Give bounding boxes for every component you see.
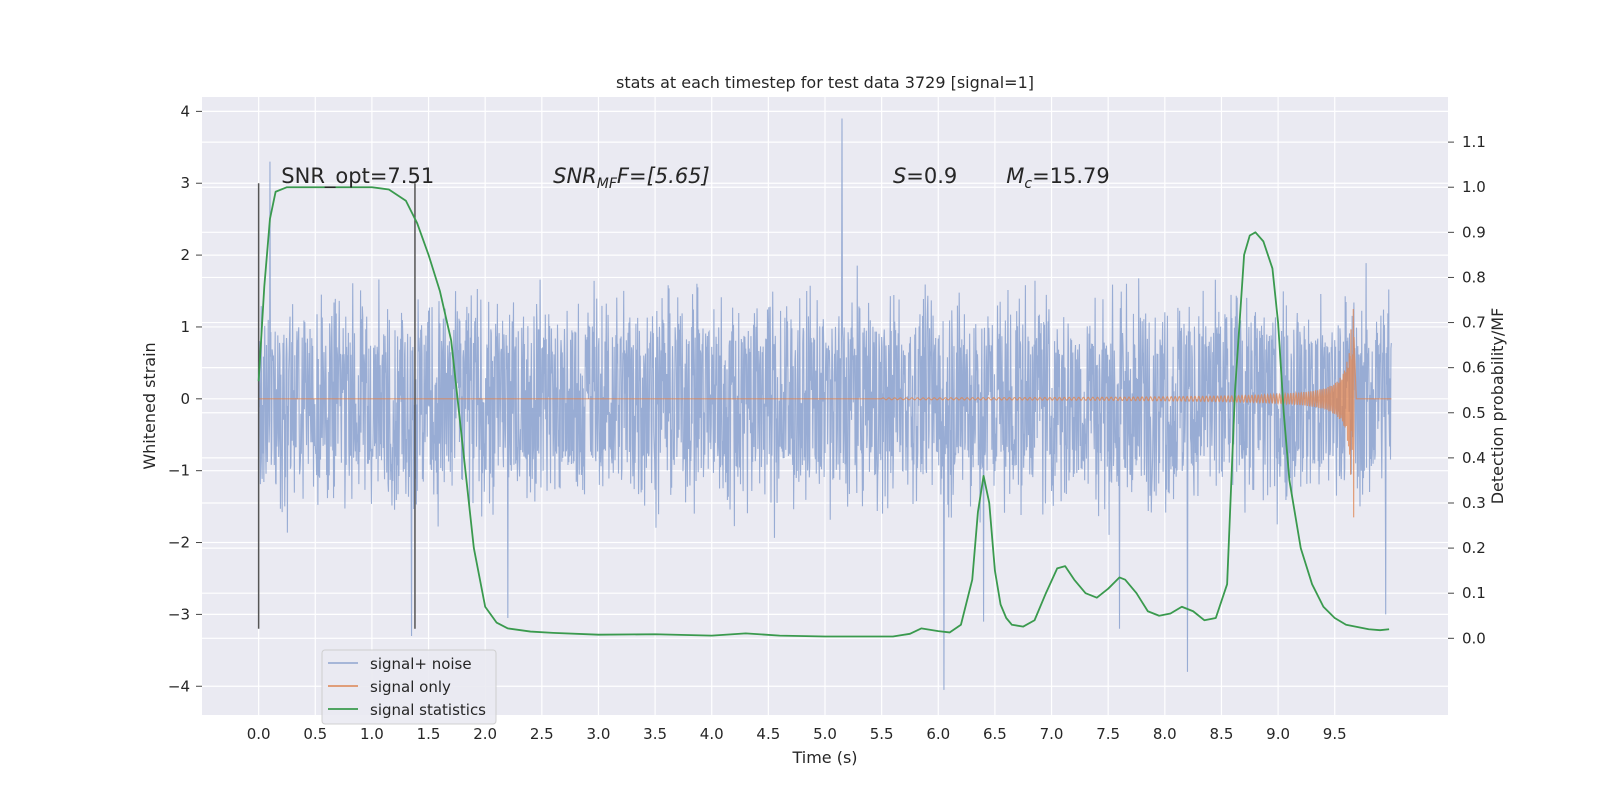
x-tick-label: 5.5 [870, 725, 894, 743]
annotation-snr-mf: SNRMFF=[5.65] [553, 164, 710, 192]
y-axis-ticks: −4 −3 −2 −1 0 1 2 3 4 [168, 102, 202, 695]
legend: signal+ noise signal only signal statist… [321, 649, 497, 725]
y2-tick-label: 0.9 [1462, 223, 1486, 241]
x-tick-label: 3.0 [587, 725, 611, 743]
y2-tick-label: 1.0 [1462, 178, 1486, 196]
y-tick-label: 2 [180, 246, 190, 264]
y2-axis-label: Detection probability/MF [1488, 308, 1507, 505]
y-tick-label: 4 [180, 102, 190, 120]
y-tick-label: −1 [168, 462, 190, 480]
y2-tick-label: 0.7 [1462, 314, 1486, 332]
x-tick-label: 1.5 [417, 725, 441, 743]
x-tick-label: 6.0 [926, 725, 950, 743]
x-tick-label: 5.0 [813, 725, 837, 743]
secondary-y-axis-ticks: 0.0 0.1 0.2 0.3 0.4 0.5 0.6 0.7 0.8 0.9 1.0 1.1 [1448, 133, 1486, 647]
legend-box [321, 649, 497, 725]
legend-label-signal-only: signal only [370, 678, 451, 696]
y-tick-label: 0 [180, 390, 190, 408]
y-tick-label: −3 [168, 605, 190, 623]
x-tick-label: 3.5 [643, 725, 667, 743]
annotation-s-main: S [893, 164, 906, 188]
annotation-snr-opt: SNR_opt=7.51 [281, 164, 434, 189]
annotation-snr-mf-rest: F=[5.65] [617, 164, 710, 188]
legend-label-signal-plus-noise: signal+ noise [370, 655, 472, 673]
annotation-chirp-mass-main: M [1006, 164, 1024, 188]
y2-tick-label: 0.5 [1462, 404, 1486, 422]
annotation-chirp-mass: Mc=15.79 [1006, 164, 1110, 192]
x-tick-label: 4.0 [700, 725, 724, 743]
y2-tick-label: 0.4 [1462, 449, 1486, 467]
y-tick-label: 1 [180, 318, 190, 336]
y2-tick-label: 1.1 [1462, 133, 1486, 151]
y-tick-label: 3 [180, 174, 190, 192]
x-tick-label: 6.5 [983, 725, 1007, 743]
annotation-snr-mf-main: SNR [553, 164, 597, 188]
y2-tick-label: 0.8 [1462, 268, 1486, 286]
annotation-s: S=0.9 [893, 164, 957, 188]
annotation-chirp-mass-sub: c [1024, 176, 1032, 192]
y2-tick-label: 0.2 [1462, 539, 1486, 557]
x-tick-label: 2.0 [473, 725, 497, 743]
legend-label-signal-statistics: signal statistics [370, 701, 486, 719]
y2-tick-label: 0.3 [1462, 494, 1486, 512]
y2-tick-label: 0.1 [1462, 584, 1486, 602]
x-axis-label: Time (s) [791, 748, 857, 767]
x-tick-label: 2.5 [530, 725, 554, 743]
y-tick-label: −4 [168, 677, 190, 695]
y-tick-label: −2 [168, 534, 190, 552]
x-axis-ticks: 0.0 0.5 1.0 1.5 2.0 2.5 3.0 3.5 4.0 4.5 5.0 5.5 6.0 6… [247, 725, 1347, 743]
signal-statistics-line [257, 186, 1390, 638]
signal-only-series [258, 308, 1392, 518]
x-tick-label: 8.0 [1153, 725, 1177, 743]
x-tick-label: 4.5 [756, 725, 780, 743]
signal-only-line [258, 308, 1392, 518]
signal-statistics-series [257, 186, 1390, 638]
x-tick-label: 0.0 [247, 725, 271, 743]
y2-tick-label: 0.0 [1462, 629, 1486, 647]
annotation-snr-mf-sub: MF [597, 176, 618, 192]
annotation-s-rest: =0.9 [906, 164, 957, 188]
signal-plus-noise-line [258, 118, 1392, 690]
x-tick-label: 1.0 [360, 725, 384, 743]
chart-title: stats at each timestep for test data 372… [616, 73, 1034, 92]
annotations: SNR_opt=7.51 SNRMFF=[5.65] S=0.9 Mc=15.7… [281, 164, 1109, 192]
vertical-markers [257, 183, 416, 629]
signal-plus-noise-series [258, 118, 1392, 690]
x-tick-label: 0.5 [303, 725, 327, 743]
x-tick-label: 7.0 [1040, 725, 1064, 743]
annotation-chirp-mass-rest: =15.79 [1032, 164, 1110, 188]
x-tick-label: 9.0 [1266, 725, 1290, 743]
x-tick-label: 8.5 [1210, 725, 1234, 743]
y-axis-label: Whitened strain [140, 342, 159, 469]
x-tick-label: 9.5 [1323, 725, 1347, 743]
y2-tick-label: 0.6 [1462, 359, 1486, 377]
x-tick-label: 7.5 [1096, 725, 1120, 743]
